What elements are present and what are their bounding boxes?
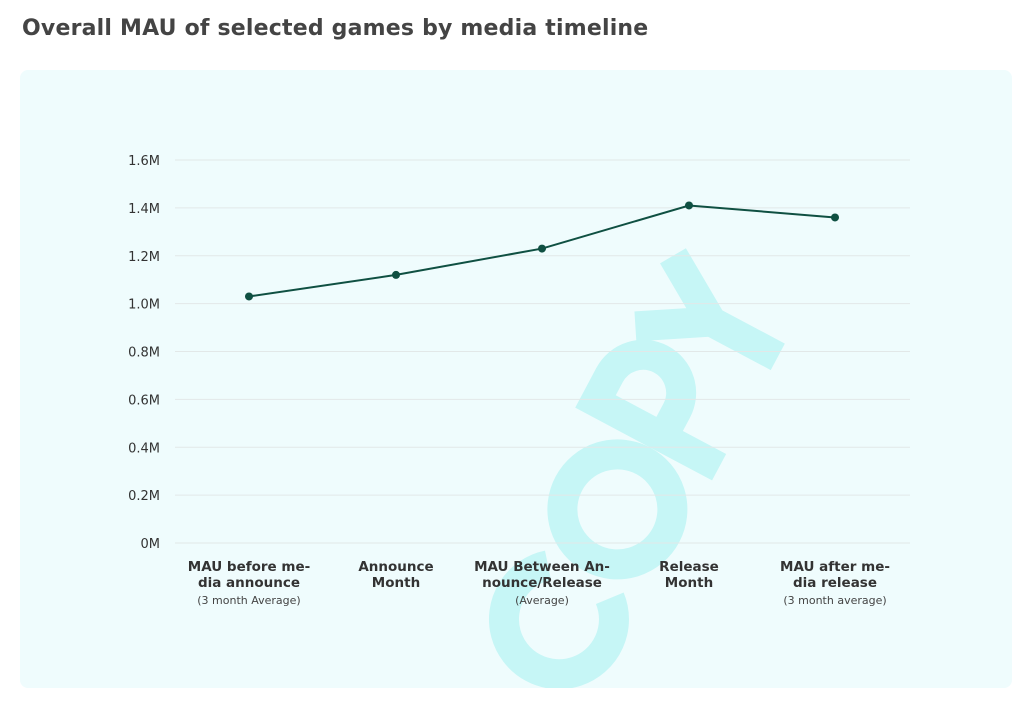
x-tick-note: (3 month average) bbox=[783, 594, 886, 607]
x-tick-label: Announce bbox=[358, 559, 433, 575]
watermark bbox=[489, 248, 785, 688]
y-tick-label: 0.4M bbox=[128, 441, 160, 456]
y-tick-label: 1.4M bbox=[128, 202, 160, 217]
x-tick-note: (Average) bbox=[515, 594, 569, 607]
y-tick-label: 1.6M bbox=[128, 154, 160, 169]
y-tick-label: 0.8M bbox=[128, 346, 160, 361]
y-tick-label: 1.0M bbox=[128, 298, 160, 313]
data-point bbox=[685, 201, 693, 210]
chart-panel bbox=[20, 70, 1012, 688]
x-tick-label: Month bbox=[665, 575, 713, 591]
watermark-letter-p bbox=[575, 339, 727, 481]
data-point bbox=[245, 292, 253, 301]
x-tick-label: MAU before me- bbox=[188, 559, 310, 575]
watermark-letter-o bbox=[547, 439, 688, 580]
data-point bbox=[538, 244, 546, 253]
chart-title: Overall MAU of selected games by media t… bbox=[22, 16, 649, 41]
x-tick-label: dia announce bbox=[198, 575, 300, 591]
y-tick-label: 0.2M bbox=[128, 489, 160, 504]
x-tick-note: (3 month Average) bbox=[197, 594, 300, 607]
watermark-graphic bbox=[489, 248, 785, 688]
y-tick-label: 0M bbox=[141, 537, 161, 552]
x-tick-label: Release bbox=[659, 559, 719, 575]
watermark-letter-y bbox=[634, 248, 785, 371]
x-tick-label: MAU after me- bbox=[780, 559, 890, 575]
data-point bbox=[392, 270, 400, 279]
watermark-letter-c bbox=[489, 550, 629, 688]
x-tick-label: Month bbox=[372, 575, 420, 591]
x-tick-label: MAU Between An- bbox=[474, 559, 610, 575]
x-tick-label: dia release bbox=[793, 575, 877, 591]
y-tick-label: 1.2M bbox=[128, 250, 160, 265]
data-point bbox=[831, 213, 839, 222]
x-tick-label: nounce/Release bbox=[482, 575, 602, 591]
y-tick-label: 0.6M bbox=[128, 393, 160, 408]
